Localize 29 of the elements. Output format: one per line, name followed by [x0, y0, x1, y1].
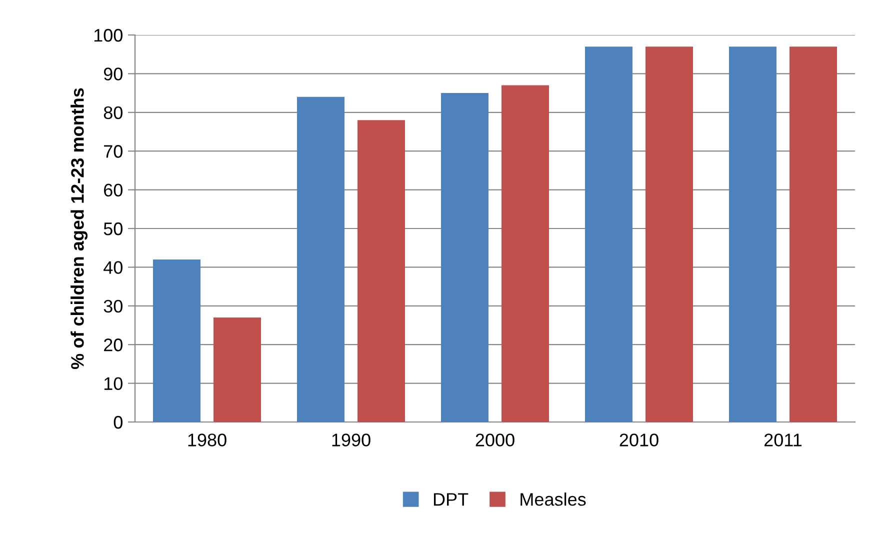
bar: [153, 259, 201, 422]
x-tick-label: 2011: [764, 434, 802, 446]
y-tick-label: 20: [104, 338, 122, 352]
x-tick-label: 1990: [332, 434, 370, 446]
bar: [501, 85, 549, 422]
y-tick-label: 60: [104, 184, 122, 197]
x-tick-label: 1980: [188, 434, 226, 446]
bar: [585, 46, 633, 422]
y-tick-label: 10: [104, 377, 122, 390]
y-tick-label: 90: [104, 68, 122, 80]
bar: [357, 120, 405, 422]
legend-label: DPT: [434, 493, 468, 506]
y-axis-title: % of children aged 12-23 months: [70, 88, 88, 370]
y-tick-label: 80: [104, 106, 122, 120]
bar: [213, 318, 261, 422]
y-tick-label: 40: [104, 261, 122, 274]
y-tick-label: 30: [104, 300, 122, 313]
y-tick-label: 0: [114, 416, 122, 429]
bar: [297, 96, 345, 422]
bar: [729, 46, 777, 422]
bar: [645, 46, 693, 422]
legend-label: Measles: [520, 492, 586, 506]
x-tick-label: 2010: [620, 434, 658, 446]
y-tick-label: 70: [104, 145, 122, 158]
y-tick-label: 50: [104, 222, 122, 236]
x-tick-label: 2000: [476, 434, 514, 446]
bar: [441, 93, 489, 422]
y-tick-label: 100: [94, 28, 122, 42]
bar: [789, 46, 837, 422]
